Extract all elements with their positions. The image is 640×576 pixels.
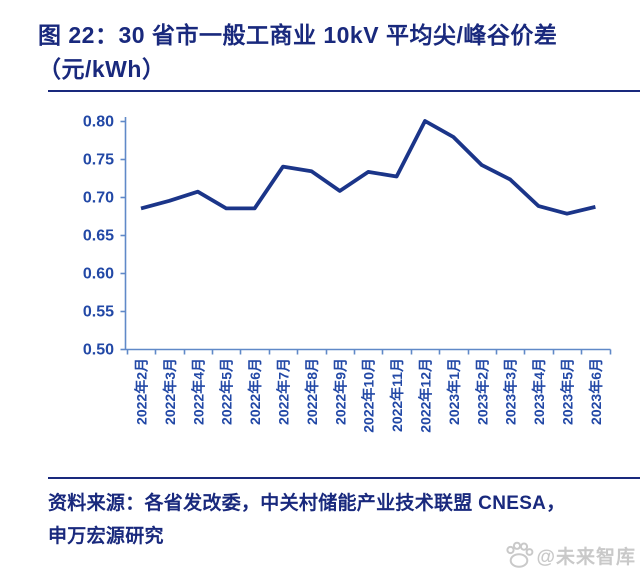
x-axis-tick-label: 2022年7月 xyxy=(276,358,292,425)
source-note-line1: 资料来源：各省发改委，中关村储能产业技术联盟 CNESA， xyxy=(48,493,566,514)
x-axis-tick-label: 2023年6月 xyxy=(588,358,604,425)
x-axis-tick-label: 2022年5月 xyxy=(219,358,235,425)
x-axis-tick-label: 2022年4月 xyxy=(190,358,206,425)
figure-title-line1: 图 22：30 省市一般工商业 10kV 平均尖/峰谷价差 xyxy=(38,22,558,48)
x-axis-tick-label: 2022年8月 xyxy=(304,358,320,425)
x-axis-tick-label: 2023年4月 xyxy=(531,358,547,425)
x-axis-tick-label: 2023年3月 xyxy=(503,358,519,425)
x-axis-tick-label: 2023年5月 xyxy=(560,358,576,425)
x-axis-tick-label: 2022年11月 xyxy=(389,358,405,432)
y-axis-tick-label: 0.70 xyxy=(83,190,114,207)
y-axis-tick-label: 0.80 xyxy=(83,114,114,131)
watermark-text: @未来智库 xyxy=(536,546,636,568)
y-axis-tick-label: 0.65 xyxy=(83,228,114,245)
x-axis-tick-label: 2022年10月 xyxy=(361,358,377,433)
figure-title-line2: （元/kWh） xyxy=(38,56,166,82)
paw-icon xyxy=(506,541,534,568)
x-axis-tick-label: 2022年6月 xyxy=(247,358,263,425)
y-axis-tick-label: 0.60 xyxy=(83,266,114,283)
figure-title: 图 22：30 省市一般工商业 10kV 平均尖/峰谷价差 （元/kWh） xyxy=(38,18,638,86)
x-axis-tick-label: 2023年2月 xyxy=(474,358,490,425)
watermark: @未来智库 xyxy=(504,540,636,570)
x-axis-tick-label: 2022年12月 xyxy=(418,358,434,433)
y-axis-tick-label: 0.55 xyxy=(83,304,114,321)
y-axis-tick-label: 0.50 xyxy=(83,342,114,359)
x-axis-tick-label: 2022年9月 xyxy=(332,358,348,425)
source-note-line2: 申万宏源研究 xyxy=(48,526,164,547)
x-axis-tick-label: 2022年2月 xyxy=(134,358,150,425)
source-note: 资料来源：各省发改委，中关村储能产业技术联盟 CNESA， 申万宏源研究 xyxy=(48,487,628,553)
title-divider-line xyxy=(48,90,640,92)
x-axis-tick-label: 2023年1月 xyxy=(446,358,462,425)
y-axis-tick-label: 0.75 xyxy=(83,152,114,169)
x-axis-tick-label: 2022年3月 xyxy=(162,358,178,425)
footer-divider-line xyxy=(48,477,640,479)
price-spread-series-line xyxy=(140,119,596,216)
